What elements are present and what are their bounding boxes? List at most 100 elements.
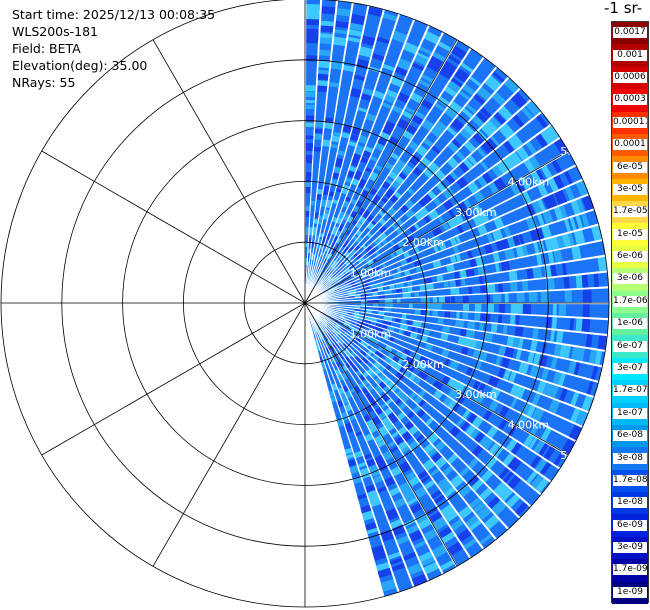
range-gate (396, 91, 410, 104)
range-gate (388, 513, 400, 521)
range-gate (410, 92, 423, 104)
range-gate (330, 282, 335, 286)
range-gate (491, 71, 505, 83)
range-gate (521, 244, 529, 256)
range-gate (493, 481, 509, 497)
range-gate (363, 186, 371, 192)
range-gate (449, 254, 457, 264)
range-gate (440, 332, 449, 341)
ray-separator (304, 302, 443, 575)
range-gate (406, 524, 420, 535)
range-gate (378, 364, 386, 373)
range-gate (370, 469, 381, 478)
range-gate (488, 442, 500, 455)
range-gate (331, 271, 339, 278)
ray-separator (304, 19, 416, 304)
ray-sector (305, 303, 606, 366)
range-gate (443, 85, 458, 98)
range-gate (384, 177, 393, 185)
radial-line (304, 150, 569, 304)
range-gate (530, 170, 542, 185)
colorbar-tick-label: 3e-08 (613, 452, 647, 464)
range-gate (326, 317, 331, 321)
range-gate (449, 360, 460, 370)
range-gate (514, 501, 529, 516)
range-gate (520, 402, 533, 416)
range-gate (405, 275, 412, 282)
range-gate (362, 278, 372, 284)
range-gate (420, 98, 434, 110)
range-gate (360, 273, 366, 278)
range-gate (570, 407, 581, 423)
range-gate (559, 204, 568, 219)
range-gate (389, 240, 395, 247)
range-gate (331, 226, 339, 236)
ray-separator (304, 302, 399, 593)
ray-separator (304, 302, 414, 588)
range-gate (418, 206, 429, 217)
range-gate (449, 237, 458, 246)
range-gate (536, 253, 543, 266)
range-gate (395, 225, 405, 235)
range-gate (506, 438, 518, 452)
ray-separator (304, 302, 576, 443)
range-gate (498, 124, 513, 139)
range-gate (350, 249, 356, 255)
ray-separator (304, 302, 509, 530)
range-gate (435, 235, 442, 244)
range-gate (380, 196, 388, 204)
range-gate (559, 387, 568, 402)
range-gate (490, 323, 498, 333)
range-gate (420, 73, 434, 83)
range-gate (329, 259, 336, 268)
range-gate (431, 544, 448, 559)
range-gate (512, 133, 523, 147)
range-gate (438, 526, 454, 541)
range-gate (359, 156, 369, 164)
range-gate (358, 461, 367, 468)
range-gate (372, 90, 385, 100)
range-gate (521, 106, 534, 120)
range-gate (472, 379, 481, 390)
range-gate (408, 529, 424, 543)
range-gate (455, 278, 461, 287)
ring-label: 5.00km (560, 449, 602, 462)
range-gate (316, 85, 328, 93)
range-gate (486, 425, 499, 439)
range-gate (446, 126, 458, 137)
range-gate (338, 281, 345, 286)
range-gate (569, 424, 582, 440)
range-gate (509, 181, 523, 196)
range-gate (476, 223, 488, 236)
range-gate (550, 356, 558, 370)
range-gate (476, 129, 487, 141)
range-gate (350, 281, 355, 285)
range-gate (427, 190, 437, 200)
radial-line (41, 150, 306, 304)
range-gate (373, 550, 387, 561)
range-gate (327, 314, 334, 319)
ray-separator (304, 287, 609, 304)
range-gate (497, 367, 506, 379)
range-gate (486, 283, 496, 293)
range-gate (462, 386, 473, 397)
range-gate (361, 35, 376, 46)
range-gate (472, 501, 487, 514)
range-gate (540, 129, 554, 145)
range-gate (444, 310, 451, 318)
ring-label: 3.00km (455, 388, 497, 401)
range-gate (341, 372, 348, 380)
range-gate (352, 365, 360, 373)
range-gate (327, 346, 332, 351)
range-gate (565, 345, 571, 359)
ray-separator (304, 302, 484, 550)
range-gate (305, 91, 316, 98)
range-gate (485, 455, 498, 469)
range-gate (325, 261, 329, 265)
range-gate (480, 140, 495, 154)
range-gate (308, 238, 312, 242)
range-gate (354, 144, 365, 156)
range-gate (457, 394, 467, 405)
range-gate (345, 229, 351, 236)
range-gate (537, 198, 546, 212)
